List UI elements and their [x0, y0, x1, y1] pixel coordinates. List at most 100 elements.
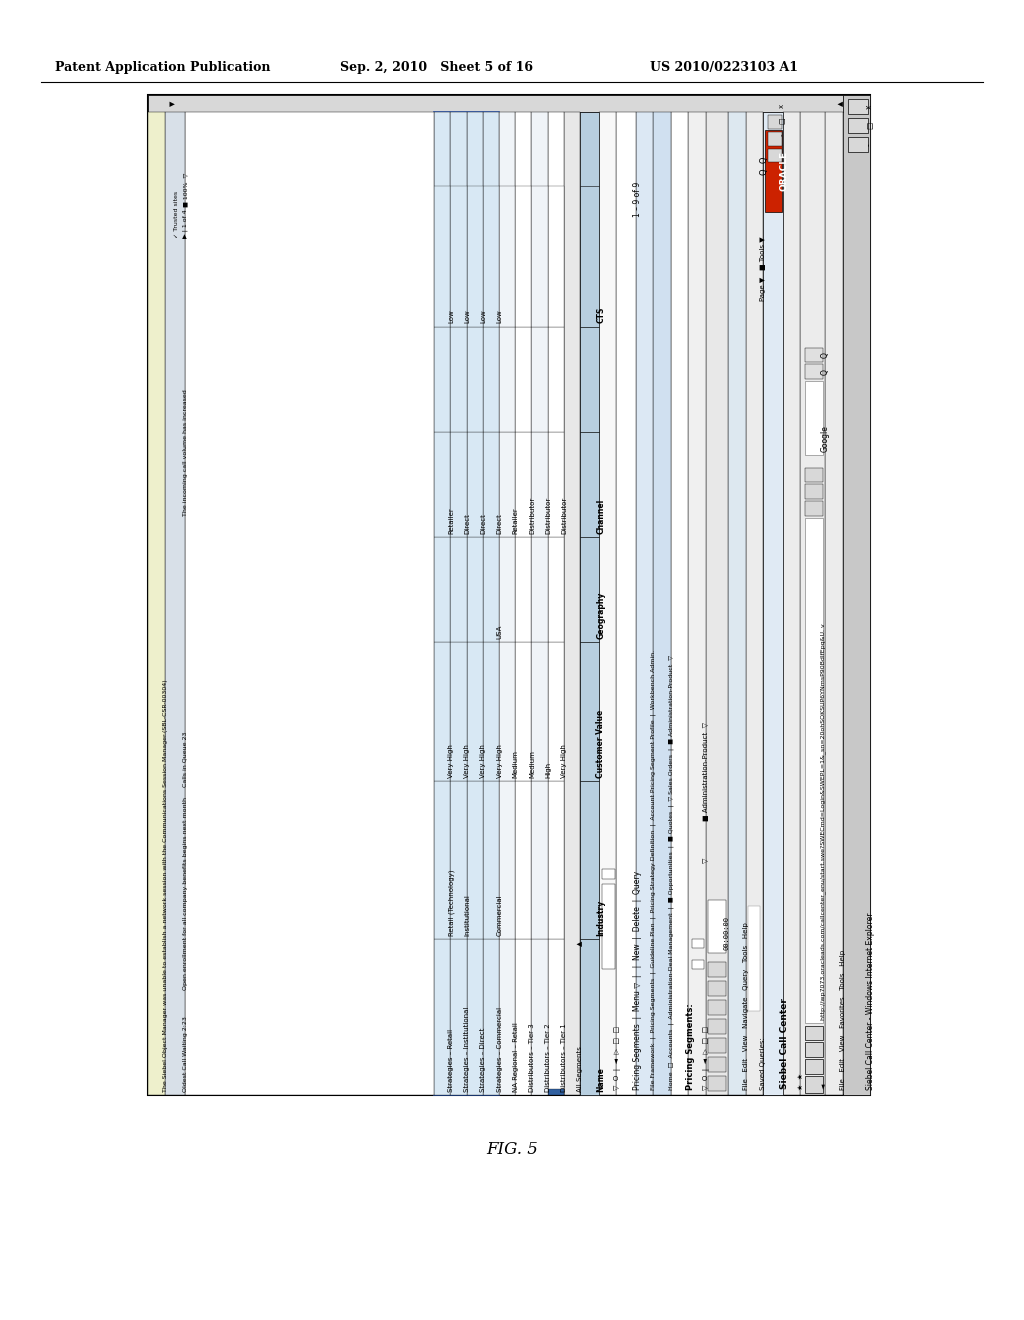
Text: Distributor: Distributor	[561, 496, 567, 535]
Polygon shape	[548, 1089, 564, 1096]
Text: Retail (Technology): Retail (Technology)	[449, 870, 455, 936]
Polygon shape	[801, 112, 825, 1096]
Polygon shape	[748, 906, 761, 1011]
Text: Open enrollment for all company benefits begins next month     Calls in Queue 23: Open enrollment for all company benefits…	[183, 731, 187, 990]
Text: Retailer: Retailer	[449, 507, 454, 535]
Text: http://wp7073.oracleads.com/callcenter_enu/start.swe?SWECmd=Login&SWEPL=1&_sn=20: http://wp7073.oracleads.com/callcenter_e…	[820, 623, 826, 1020]
Polygon shape	[548, 432, 564, 537]
Polygon shape	[531, 432, 548, 537]
Polygon shape	[531, 112, 548, 1096]
Polygon shape	[805, 364, 822, 379]
Polygon shape	[531, 643, 548, 781]
Polygon shape	[843, 95, 870, 1096]
Text: ◄: ◄	[821, 1084, 827, 1089]
Polygon shape	[580, 537, 599, 643]
Polygon shape	[148, 95, 870, 1096]
Polygon shape	[483, 940, 499, 1096]
Text: Google: Google	[820, 425, 829, 451]
Polygon shape	[434, 781, 451, 940]
Polygon shape	[483, 537, 499, 643]
Text: File   Edit   View   Favorites   Tools   Help: File Edit View Favorites Tools Help	[840, 949, 846, 1090]
Text: Distributor: Distributor	[545, 496, 551, 535]
Text: Direct: Direct	[464, 513, 470, 535]
Polygon shape	[548, 326, 564, 432]
Text: ▶ | 1 of 4: ▶ | 1 of 4	[183, 210, 188, 238]
Text: x: x	[779, 103, 785, 108]
Text: ORACLE: ORACLE	[779, 150, 788, 191]
Text: Channel: Channel	[596, 499, 605, 535]
Polygon shape	[499, 326, 515, 432]
Polygon shape	[580, 643, 599, 781]
Text: Distributors – Tier 3: Distributors – Tier 3	[529, 1023, 535, 1092]
Polygon shape	[499, 186, 515, 326]
Text: FIG. 5: FIG. 5	[486, 1142, 538, 1159]
Text: Very High: Very High	[464, 744, 470, 779]
Polygon shape	[745, 112, 763, 1096]
Polygon shape	[467, 643, 483, 781]
Polygon shape	[515, 537, 531, 643]
Polygon shape	[451, 112, 467, 1096]
Polygon shape	[451, 781, 467, 940]
Polygon shape	[467, 537, 483, 643]
Text: Direct: Direct	[480, 513, 486, 535]
Polygon shape	[434, 112, 451, 1096]
Text: Very High: Very High	[480, 744, 486, 779]
Text: Low: Low	[464, 310, 470, 323]
Text: Sep. 2, 2010   Sheet 5 of 16: Sep. 2, 2010 Sheet 5 of 16	[340, 62, 534, 74]
Text: Low: Low	[497, 310, 503, 323]
Text: -: -	[865, 143, 874, 145]
Polygon shape	[653, 112, 671, 1096]
Text: 00:00:00: 00:00:00	[723, 916, 729, 949]
Polygon shape	[434, 537, 451, 643]
Text: Pricing Segments  |  Menu ▽  |   |  New  |  Delete  |  Query: Pricing Segments | Menu ▽ | | New | Dele…	[634, 871, 642, 1090]
Polygon shape	[467, 781, 483, 940]
Polygon shape	[515, 186, 531, 326]
Polygon shape	[531, 537, 548, 643]
Polygon shape	[499, 643, 515, 781]
Polygon shape	[825, 112, 843, 1096]
Polygon shape	[580, 781, 599, 940]
Polygon shape	[548, 781, 564, 940]
Polygon shape	[848, 99, 867, 114]
Polygon shape	[467, 186, 483, 326]
Text: The Siebel Object Manager was unable to establish a network session with the Com: The Siebel Object Manager was unable to …	[163, 680, 168, 1092]
Text: High: High	[545, 762, 551, 779]
Polygon shape	[580, 940, 599, 1096]
Text: Commercial: Commercial	[497, 895, 503, 936]
Text: CTS: CTS	[596, 308, 605, 323]
Text: Q: Q	[820, 368, 829, 375]
Polygon shape	[483, 643, 499, 781]
Text: Geography: Geography	[596, 591, 605, 639]
Text: Very High: Very High	[449, 744, 454, 779]
Text: ▽  O  |  ◄  ▷  □  □: ▽ O | ◄ ▷ □ □	[703, 1026, 711, 1090]
Polygon shape	[515, 326, 531, 432]
Polygon shape	[765, 129, 781, 211]
Polygon shape	[580, 186, 599, 326]
Polygon shape	[709, 1038, 726, 1053]
Polygon shape	[515, 781, 531, 940]
Polygon shape	[768, 149, 781, 162]
Polygon shape	[805, 1043, 822, 1057]
Polygon shape	[515, 432, 531, 537]
Polygon shape	[467, 326, 483, 432]
Polygon shape	[548, 112, 564, 1096]
Text: ▽: ▽	[703, 858, 710, 863]
Text: US 2010/0223103 A1: US 2010/0223103 A1	[650, 62, 798, 74]
Text: -: -	[779, 133, 785, 136]
Polygon shape	[805, 381, 822, 455]
Polygon shape	[548, 537, 564, 643]
Text: ✓ Trusted sites: ✓ Trusted sites	[174, 191, 179, 238]
Text: File Framework  |  Pricing Segments  |  Guideline Plan  |  Pricing Strategy Defi: File Framework | Pricing Segments | Guid…	[651, 649, 656, 1090]
Polygon shape	[564, 112, 580, 1096]
Polygon shape	[805, 484, 822, 499]
Polygon shape	[580, 432, 599, 537]
Text: Saved Queries:: Saved Queries:	[761, 1038, 766, 1090]
Polygon shape	[148, 95, 843, 112]
Text: x: x	[865, 104, 874, 108]
Polygon shape	[515, 112, 531, 1096]
Polygon shape	[166, 112, 185, 1096]
Text: File   Edit   View   Navigate   Query   Tools   Help: File Edit View Navigate Query Tools Help	[743, 921, 749, 1090]
Polygon shape	[451, 940, 467, 1096]
Text: Strategies – Commercial: Strategies – Commercial	[497, 1007, 503, 1092]
Text: Institutional: Institutional	[464, 894, 470, 936]
